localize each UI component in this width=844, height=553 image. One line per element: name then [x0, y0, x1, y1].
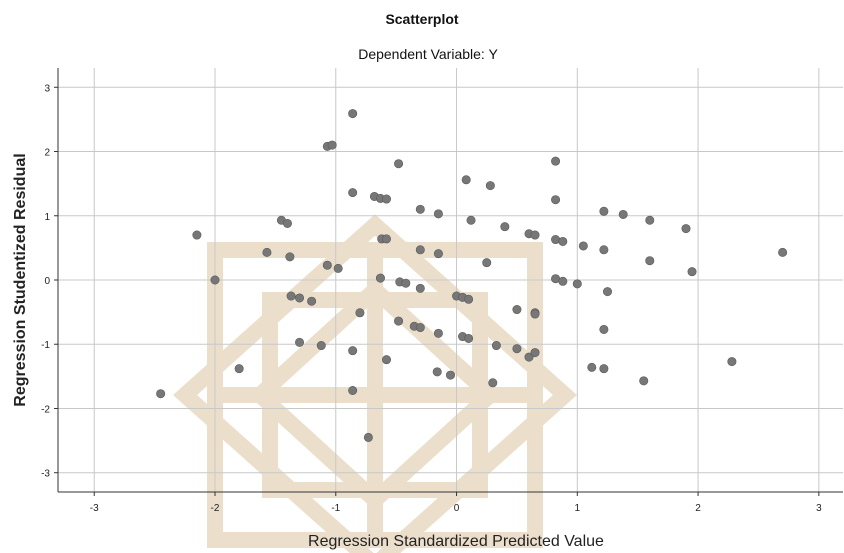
data-point: [348, 188, 358, 198]
data-point: [355, 308, 365, 318]
x-tick-label: 1: [575, 503, 581, 514]
data-point: [461, 175, 471, 185]
data-point: [645, 215, 655, 225]
data-point: [464, 294, 474, 304]
data-point: [295, 337, 305, 347]
data-point: [415, 323, 425, 333]
data-point: [234, 364, 244, 374]
data-point: [512, 305, 522, 315]
data-point: [488, 378, 498, 388]
data-point: [530, 309, 540, 319]
grid-lines: [54, 68, 843, 496]
data-point: [316, 341, 326, 351]
data-point: [307, 296, 317, 306]
data-point: [327, 140, 337, 150]
data-point: [500, 222, 510, 232]
x-tick-label: 3: [816, 503, 822, 514]
data-point: [587, 362, 597, 372]
data-point: [530, 230, 540, 240]
data-point: [681, 224, 691, 234]
data-point: [322, 260, 332, 270]
data-point: [578, 241, 588, 251]
data-point: [433, 249, 443, 259]
data-point: [599, 206, 609, 216]
y-tick-label: -1: [41, 340, 50, 351]
data-point: [285, 252, 295, 262]
data-point: [551, 195, 561, 205]
data-point: [282, 218, 292, 228]
data-point: [639, 376, 649, 386]
data-point: [687, 267, 697, 277]
data-point: [618, 209, 628, 219]
data-point: [599, 245, 609, 255]
data-point: [381, 234, 391, 244]
y-tick-label: -2: [41, 404, 50, 415]
data-point: [485, 181, 495, 191]
data-point: [466, 215, 476, 225]
data-point: [348, 109, 358, 119]
data-point: [394, 159, 404, 169]
y-tick-label: 1: [44, 212, 50, 223]
data-point: [512, 344, 522, 354]
data-point: [210, 275, 220, 285]
data-point: [602, 287, 612, 297]
data-point: [464, 333, 474, 343]
x-tick-label: 2: [695, 503, 701, 514]
data-point: [530, 348, 540, 358]
x-tick-label: 0: [454, 503, 460, 514]
data-point: [394, 316, 404, 326]
data-point: [778, 247, 788, 257]
data-point: [558, 236, 568, 246]
watermark-logo: [173, 214, 577, 553]
data-point: [415, 245, 425, 255]
data-point: [558, 276, 568, 286]
data-point: [432, 367, 442, 377]
data-point: [348, 346, 358, 356]
data-point: [156, 389, 166, 399]
data-points: [156, 109, 788, 442]
data-point: [645, 256, 655, 266]
data-point: [295, 293, 305, 303]
x-tick-label: -3: [90, 503, 99, 514]
data-point: [401, 278, 411, 288]
data-point: [433, 209, 443, 219]
data-point: [599, 364, 609, 374]
data-point: [599, 324, 609, 334]
data-point: [381, 355, 391, 365]
chart-title: Scatterplot: [385, 11, 458, 27]
data-point: [415, 204, 425, 214]
data-point: [375, 273, 385, 283]
data-point: [415, 283, 425, 293]
y-tick-label: 3: [44, 83, 50, 94]
x-tick-label: -2: [211, 503, 220, 514]
data-point: [381, 194, 391, 204]
data-point: [491, 341, 501, 351]
tick-labels: -3 -2 -1 0 1 2 3 3 2 1 0 -1 -2 -3: [41, 83, 822, 514]
chart-subtitle: Dependent Variable: Y: [358, 46, 498, 62]
data-point: [445, 370, 455, 380]
x-tick-label: -1: [331, 503, 340, 514]
x-axis-label: Regression Standardized Predicted Value: [308, 533, 604, 550]
data-point: [348, 385, 358, 395]
data-point: [363, 432, 373, 442]
y-axis-label: Regression Studentized Residual: [12, 153, 29, 406]
data-point: [433, 328, 443, 338]
data-point: [727, 357, 737, 367]
data-point: [192, 230, 202, 240]
data-point: [572, 279, 582, 289]
data-point: [482, 258, 492, 268]
y-tick-label: -3: [41, 469, 50, 480]
data-point: [551, 156, 561, 166]
data-point: [333, 263, 343, 273]
y-tick-label: 0: [44, 276, 50, 287]
y-tick-label: 2: [44, 148, 50, 159]
data-point: [524, 352, 534, 362]
data-point: [262, 247, 272, 257]
data-point: [286, 291, 296, 301]
